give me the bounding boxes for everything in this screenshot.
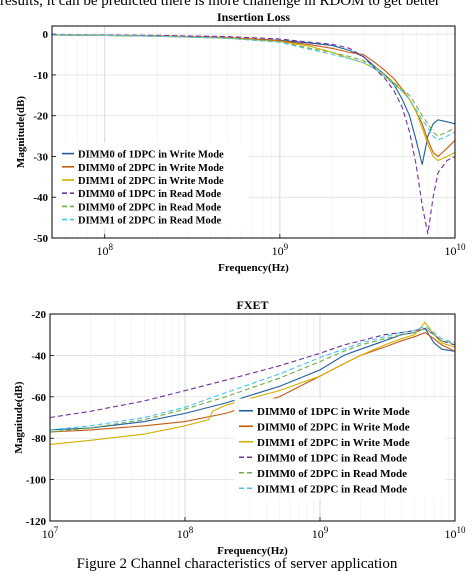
y-tick-label: -10 [33, 70, 48, 82]
x-tick-label: 108 [96, 242, 113, 258]
series-line-6 [52, 34, 455, 141]
series-group [50, 321, 455, 445]
series-line-3 [50, 321, 455, 445]
series-group [52, 34, 455, 235]
legend-box [57, 142, 249, 229]
legend-label: DIMM1 of 2DPC in Write Mode [257, 437, 410, 449]
series-line-4 [50, 327, 455, 419]
series-line-2 [52, 34, 455, 158]
chart-title: Insertion Loss [217, 10, 290, 24]
legend-label: DIMM0 of 1DPC in Read Mode [78, 189, 222, 200]
y-tick-label: -20 [31, 309, 46, 321]
header-text: results, it can be predicted there is mo… [0, 0, 440, 9]
legend-box [234, 398, 446, 499]
x-tick-label: 1010 [445, 242, 467, 258]
x-tick-label: 109 [312, 525, 329, 541]
y-tick-label: -40 [33, 192, 48, 204]
y-tick-label: -60 [31, 392, 46, 404]
y-tick-label: -50 [33, 233, 48, 245]
legend-label: DIMM0 of 2DPC in Write Mode [257, 421, 410, 433]
legend-label: DIMM0 of 1DPC in Read Mode [257, 452, 407, 464]
y-axis-label: Magnitude(dB) [13, 381, 25, 453]
legend-label: DIMM0 of 1DPC in Write Mode [78, 150, 224, 161]
series-line-6 [50, 325, 455, 431]
legend-label: DIMM0 of 1DPC in Write Mode [257, 406, 410, 418]
x-tick-label: 1010 [445, 525, 467, 541]
y-tick-label: -40 [31, 350, 46, 362]
x-axis-label: Frequency(Hz) [218, 262, 289, 274]
legend-label: DIMM1 of 2DPC in Read Mode [257, 483, 407, 495]
legend: DIMM0 of 1DPC in Write Mode DIMM0 of 2DPC… [234, 398, 446, 499]
legend-label: DIMM1 of 2DPC in Write Mode [78, 176, 224, 187]
series-line-4 [52, 34, 455, 235]
legend-label: DIMM0 of 2DPC in Read Mode [257, 468, 407, 480]
y-tick-label: 0 [43, 29, 49, 41]
y-tick-label: -120 [26, 516, 47, 528]
figure-caption: Figure 2 Channel characteristics of serv… [76, 556, 398, 572]
series-line-3 [52, 34, 455, 162]
chart-title: FXET [236, 298, 268, 312]
legend: DIMM0 of 1DPC in Write Mode DIMM0 of 2DPC… [57, 142, 249, 229]
legend-label: DIMM1 of 2DPC in Read Mode [78, 216, 222, 227]
legend-label: DIMM0 of 2DPC in Read Mode [78, 202, 222, 213]
y-tick-label: -30 [33, 151, 48, 163]
y-tick-label: -100 [26, 475, 47, 487]
y-tick-label: -20 [33, 111, 48, 123]
x-tick-label: 109 [272, 242, 289, 258]
legend-label: DIMM0 of 2DPC in Write Mode [78, 163, 224, 174]
series-line-5 [50, 327, 455, 433]
y-tick-label: -80 [31, 433, 46, 445]
plot-frame [49, 313, 456, 522]
plot-frame [51, 25, 456, 239]
y-axis-label: Magnitude(dB) [15, 96, 27, 168]
x-tick-label: 107 [42, 525, 59, 541]
insertion-loss-chart: Insertion Loss 0 -10 -20 -30 -40 -50 108 109 1010… [15, 10, 467, 274]
x-tick-label: 108 [177, 525, 194, 541]
x-axis-label: Frequency(Hz) [217, 545, 288, 557]
